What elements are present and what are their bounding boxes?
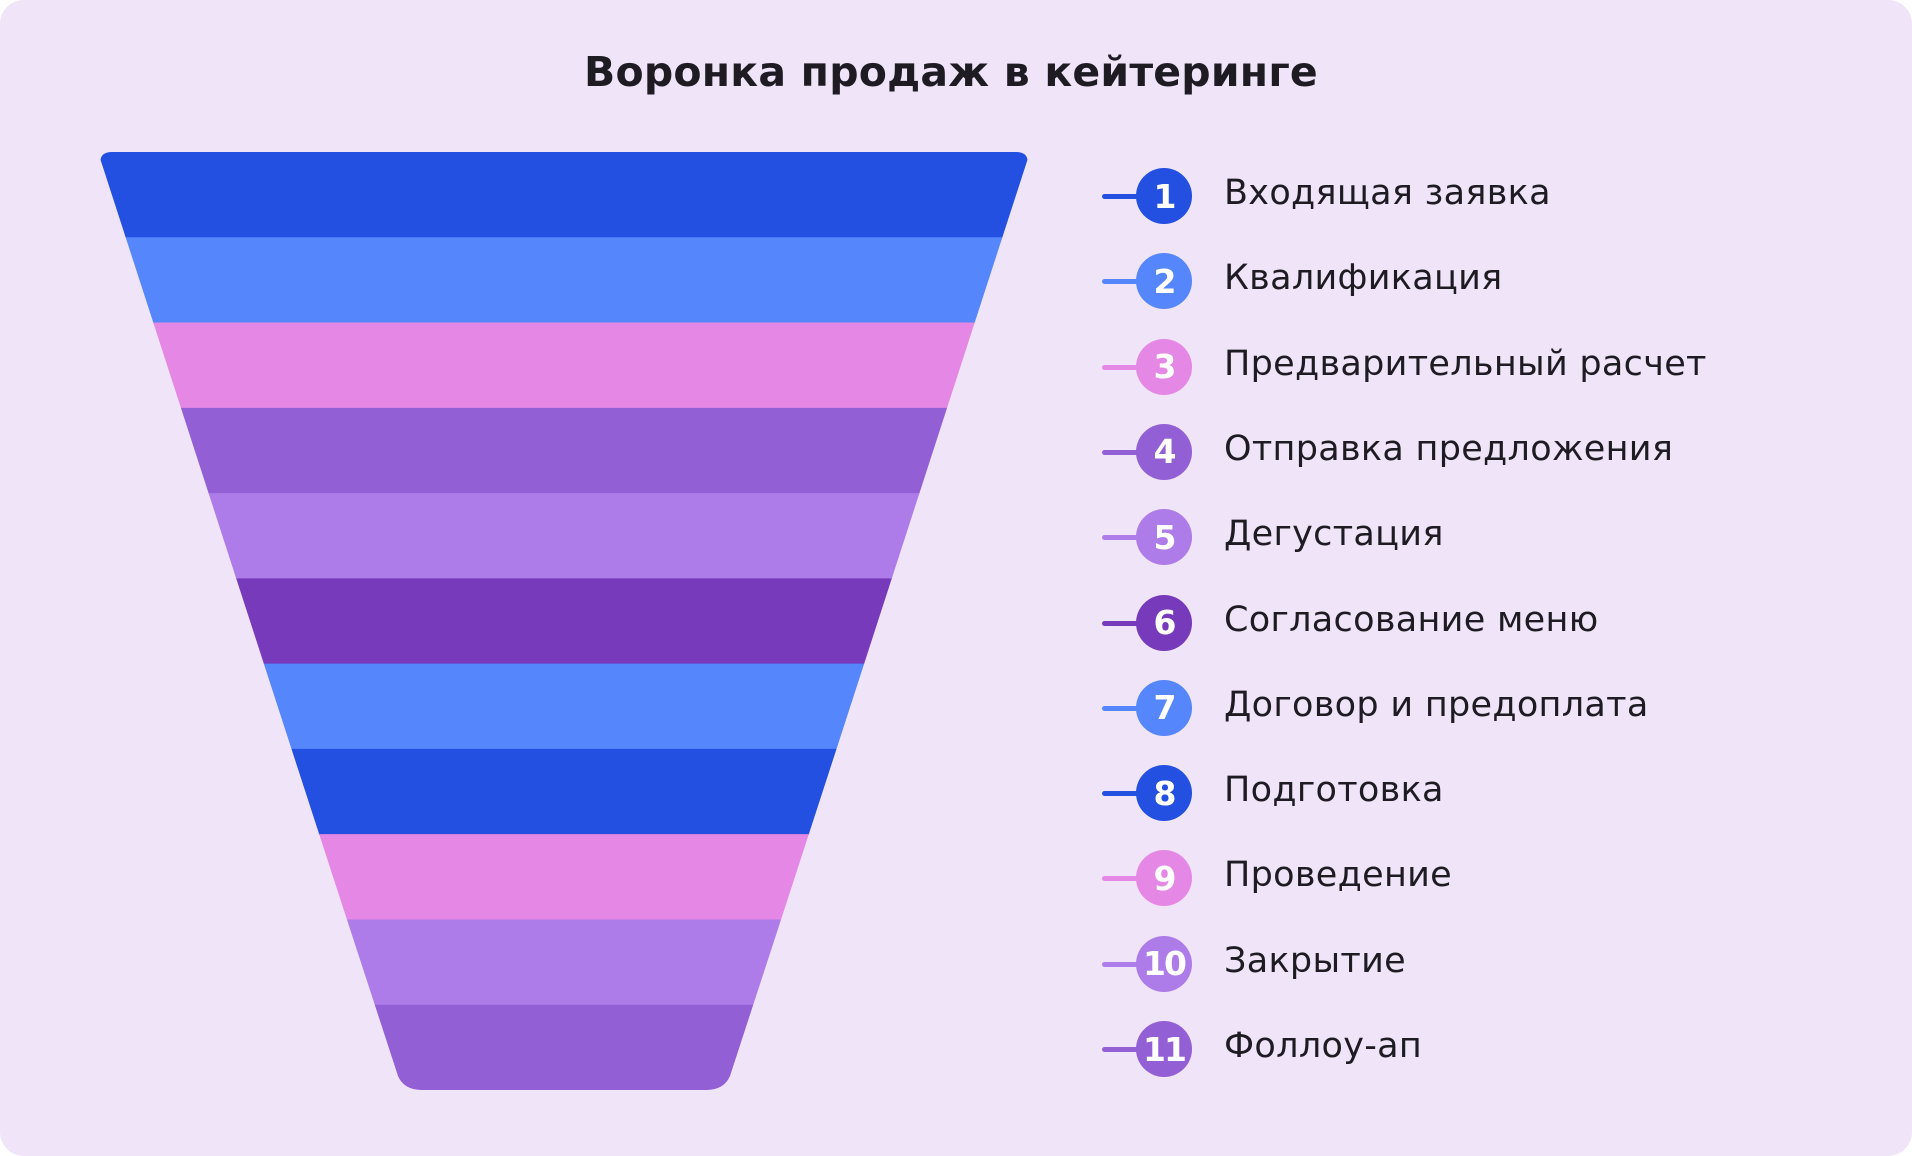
stage-label: Отправка предложения (1224, 428, 1674, 469)
connector-line (1102, 535, 1142, 541)
connector-line (1102, 449, 1142, 455)
connector-line (1102, 961, 1142, 967)
stage-label: Согласование меню (1224, 599, 1599, 640)
connector-line (1102, 791, 1142, 797)
legend-item-1: 1 Входящая заявка (1100, 153, 1800, 238)
step-number-badge: 5 (1136, 509, 1192, 566)
step-number-badge: 9 (1136, 850, 1192, 907)
funnel-chart (100, 152, 1028, 1090)
legend-item-10: 10 Закрытие (1100, 921, 1800, 1006)
funnel-segment-11 (374, 1004, 754, 1090)
step-number-badge: 3 (1136, 338, 1192, 395)
stage-label: Предварительный расчет (1224, 343, 1707, 384)
connector-line (1102, 620, 1142, 626)
legend-item-8: 8 Подготовка (1100, 750, 1800, 835)
stage-label: Квалификация (1224, 258, 1503, 299)
legend-item-11: 11 Фоллоу-ап (1100, 1006, 1800, 1091)
legend-item-4: 4 Отправка предложения (1100, 409, 1800, 494)
step-number-badge: 8 (1136, 765, 1192, 822)
stage-label: Проведение (1224, 855, 1453, 896)
funnel-segment-4 (180, 407, 948, 494)
stage-label: Договор и предоплата (1224, 684, 1649, 725)
legend-item-2: 2 Квалификация (1100, 238, 1800, 323)
funnel-segment-8 (291, 748, 837, 835)
legend-item-3: 3 Предварительный расчет (1100, 324, 1800, 409)
connector-line (1102, 705, 1142, 711)
legend-item-7: 7 Договор и предоплата (1100, 665, 1800, 750)
funnel-segment-7 (263, 663, 865, 750)
step-number-badge: 1 (1136, 168, 1192, 224)
funnel-segment-1 (100, 152, 1028, 238)
step-number-badge: 10 (1136, 935, 1192, 992)
connector-line (1102, 364, 1142, 370)
legend-item-5: 5 Дегустация (1100, 494, 1800, 579)
step-number-badge: 6 (1136, 594, 1192, 651)
funnel-segment-10 (346, 919, 782, 1006)
diagram-title: Воронка продаж в кейтеринге (584, 48, 1318, 96)
funnel-segment-5 (208, 493, 920, 579)
connector-line (1102, 876, 1142, 882)
funnel-segment-6 (236, 578, 892, 665)
funnel-segment-9 (319, 834, 809, 921)
legend-item-6: 6 Согласование меню (1100, 580, 1800, 665)
step-number-badge: 2 (1136, 253, 1192, 310)
legend-item-9: 9 Проведение (1100, 835, 1800, 920)
connector-line (1102, 1047, 1142, 1052)
funnel-segment-3 (153, 322, 975, 409)
step-number-badge: 7 (1136, 679, 1192, 736)
connector-line (1102, 194, 1142, 199)
stage-label: Дегустация (1224, 514, 1444, 555)
stage-label: Фоллоу-ап (1224, 1026, 1423, 1066)
connector-line (1102, 279, 1142, 285)
step-number-badge: 4 (1136, 423, 1192, 480)
stage-label: Входящая заявка (1224, 173, 1551, 213)
stage-label: Закрытие (1224, 940, 1406, 981)
funnel-segment-2 (125, 237, 1003, 324)
stage-label: Подготовка (1224, 770, 1444, 811)
step-number-badge: 11 (1136, 1021, 1192, 1077)
